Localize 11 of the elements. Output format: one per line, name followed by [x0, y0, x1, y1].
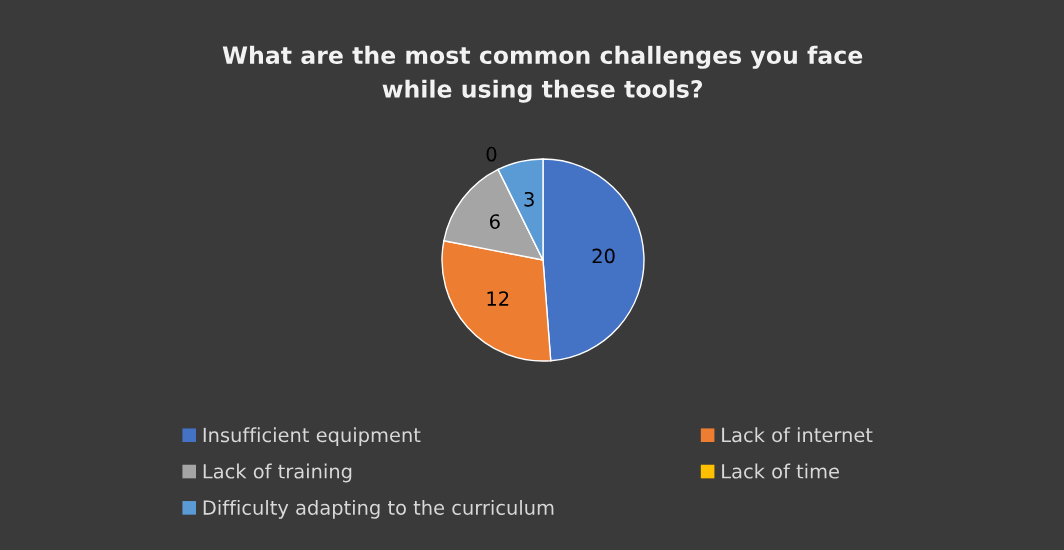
data-label: 20 [592, 248, 615, 264]
legend-label: Insufficient equipment [203, 427, 421, 447]
text: 0 [486, 146, 497, 162]
legend-label: Difficulty adapting to the curriculum [203, 499, 554, 519]
data-label: 6 [489, 214, 500, 229]
chart-title: What are the most common challenges you face while using these tools? [222, 45, 863, 103]
legend-label: Lack of training [203, 463, 352, 483]
legend-label: Lack of time [722, 463, 839, 479]
legend-label: Lack of internet [722, 427, 873, 443]
data-label: 3 [524, 191, 534, 207]
data-label: 12 [487, 291, 509, 306]
